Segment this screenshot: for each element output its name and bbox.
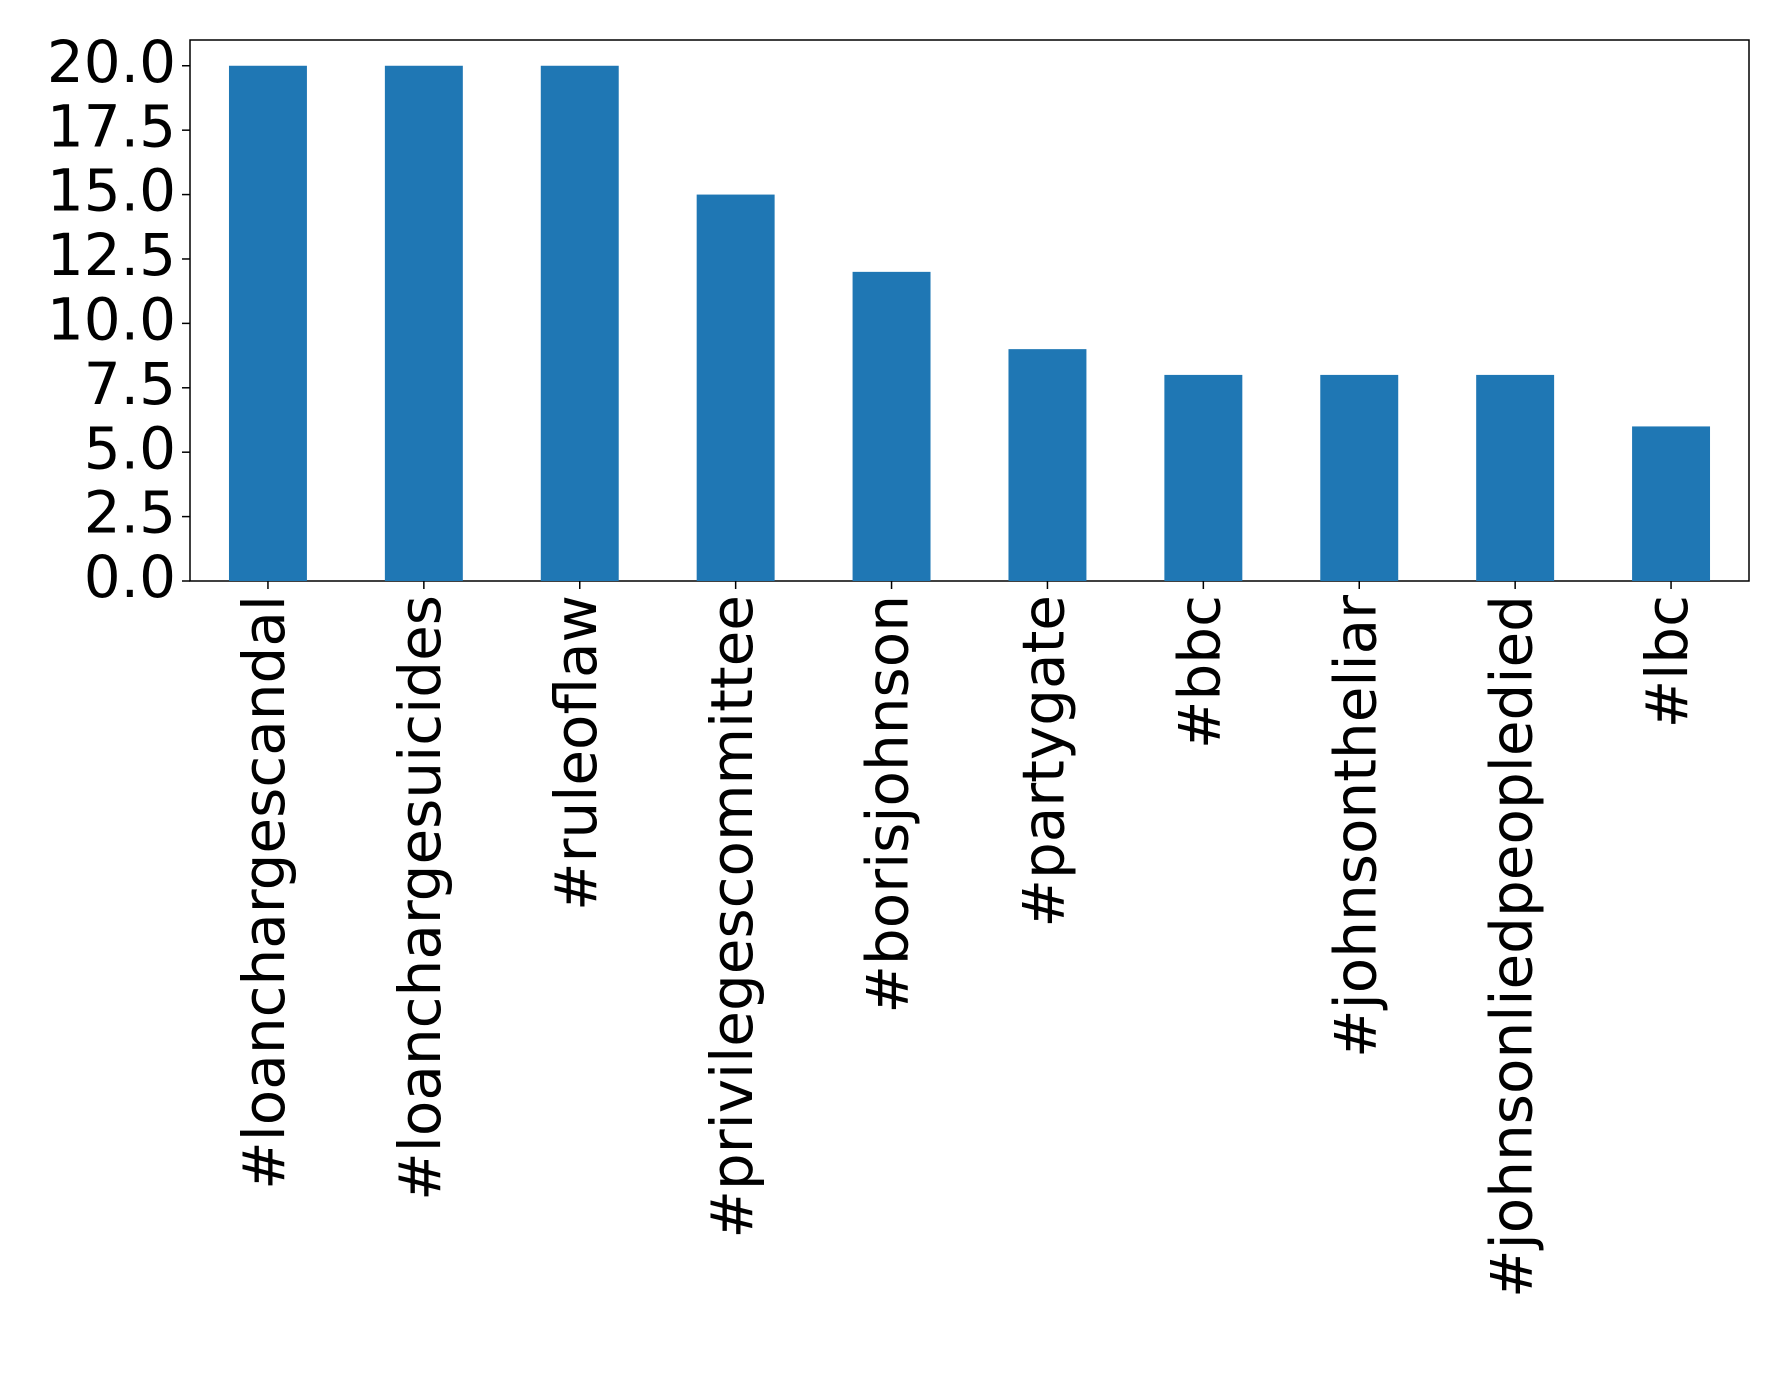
x-tick-label: #lbc <box>1633 595 1701 728</box>
x-tick-label: #johnsonliedpeopledied <box>1477 595 1545 1298</box>
bar <box>1008 349 1087 581</box>
x-tick-label: #borisjohnson <box>854 595 922 1014</box>
x-tick-label: #privilegescommittee <box>698 595 766 1239</box>
y-tick-label: 10.0 <box>47 285 176 353</box>
bar <box>228 65 307 581</box>
x-tick-label: #loanchargesuicides <box>386 595 454 1201</box>
x-tick-label: #bbc <box>1165 595 1233 749</box>
y-tick-label: 17.5 <box>47 92 176 160</box>
x-tick-label: #ruleoflaw <box>542 595 610 911</box>
y-tick-label: 20.0 <box>47 28 176 96</box>
bar <box>1476 374 1555 581</box>
bar <box>852 271 931 581</box>
plot-frame <box>189 39 1750 582</box>
y-tick-label: 0.0 <box>84 543 176 611</box>
bar <box>696 194 775 582</box>
y-tick-label: 12.5 <box>47 221 176 289</box>
y-tick-label: 2.5 <box>84 479 176 547</box>
bar <box>1164 374 1243 581</box>
bar <box>540 65 619 581</box>
bar <box>1320 374 1399 581</box>
x-tick-label: #partygate <box>1010 595 1078 928</box>
x-tick-label: #johnsontheliar <box>1321 595 1389 1058</box>
bar <box>384 65 463 581</box>
y-tick-label: 7.5 <box>84 350 176 418</box>
x-tick-label: #loanchargescandal <box>230 595 298 1190</box>
y-tick-label: 5.0 <box>84 414 176 482</box>
y-tick-label: 15.0 <box>47 157 176 225</box>
bar <box>1632 426 1711 581</box>
